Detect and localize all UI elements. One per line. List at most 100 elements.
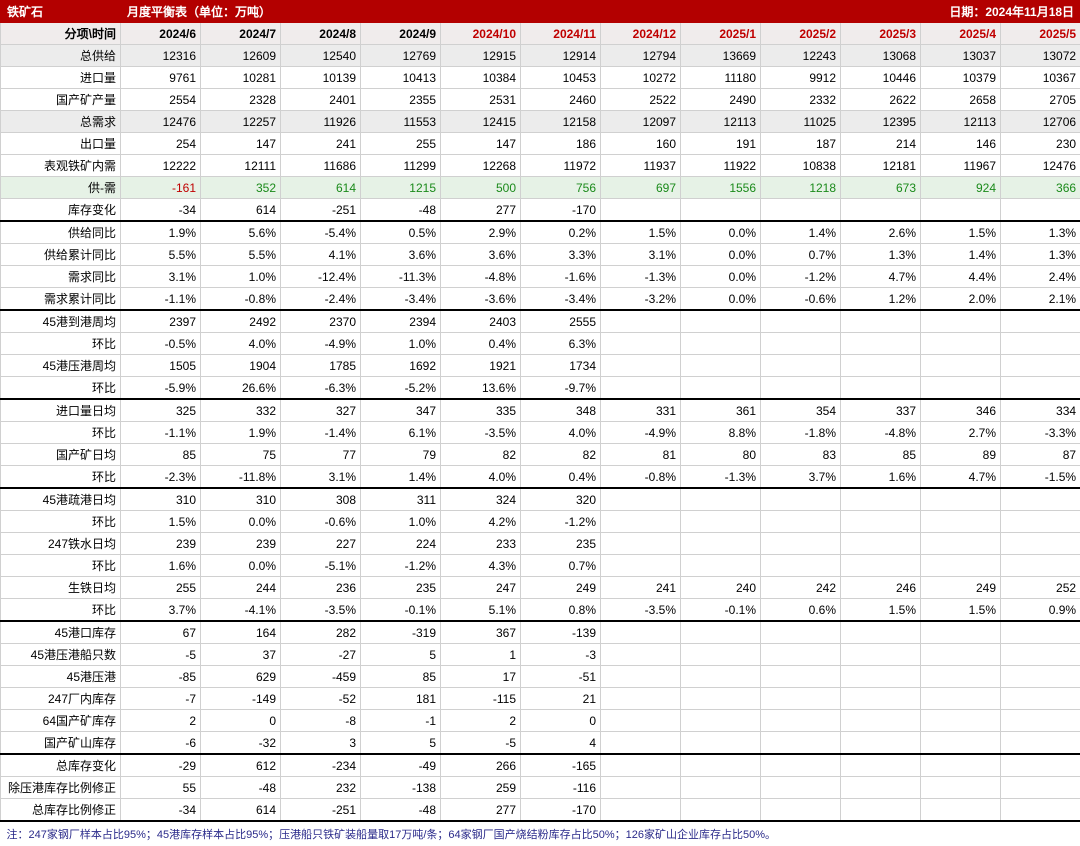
row-label: 45港口库存 (1, 621, 121, 644)
cell (601, 644, 681, 666)
cell (921, 555, 1001, 577)
cell: -5 (441, 732, 521, 755)
cell: 2 (441, 710, 521, 732)
cell: 2.0% (921, 288, 1001, 311)
cell: 2403 (441, 310, 521, 333)
cell: 11553 (361, 111, 441, 133)
cell: 310 (201, 488, 281, 511)
cell: 244 (201, 577, 281, 599)
cell: 1.3% (1001, 244, 1080, 266)
cell: 1.5% (121, 511, 201, 533)
cell: -29 (121, 754, 201, 777)
cell: 2397 (121, 310, 201, 333)
cell (841, 310, 921, 333)
cell: 324 (441, 488, 521, 511)
cell: 254 (121, 133, 201, 155)
row-label: 库存变化 (1, 199, 121, 222)
row-label: 45港压港船只数 (1, 644, 121, 666)
column-header: 2024/7 (201, 23, 281, 45)
cell: 11937 (601, 155, 681, 177)
cell: -8 (281, 710, 361, 732)
cell: 3.6% (441, 244, 521, 266)
cell: 239 (201, 533, 281, 555)
cell: 1.4% (921, 244, 1001, 266)
cell: 1505 (121, 355, 201, 377)
cell: 1921 (441, 355, 521, 377)
cell: 13072 (1001, 45, 1080, 67)
cell (601, 666, 681, 688)
cell (681, 377, 761, 400)
cell: 2.9% (441, 221, 521, 244)
cell: 308 (281, 488, 361, 511)
cell (681, 799, 761, 822)
cell (841, 710, 921, 732)
cell: 12915 (441, 45, 521, 67)
cell: -27 (281, 644, 361, 666)
cell (601, 377, 681, 400)
cell: 2460 (521, 89, 601, 111)
cell: 12540 (281, 45, 361, 67)
cell: 0.7% (761, 244, 841, 266)
cell: 242 (761, 577, 841, 599)
cell (1001, 355, 1080, 377)
cell (921, 488, 1001, 511)
cell: 147 (441, 133, 521, 155)
cell: 282 (281, 621, 361, 644)
cell: 320 (521, 488, 601, 511)
cell (681, 533, 761, 555)
cell: 2490 (681, 89, 761, 111)
product-name: 铁矿石 (1, 1, 121, 23)
row-label: 供给累计同比 (1, 244, 121, 266)
row-label: 国产矿日均 (1, 444, 121, 466)
cell: -4.1% (201, 599, 281, 622)
cell: 79 (361, 444, 441, 466)
cell: -34 (121, 799, 201, 822)
cell: -1.2% (521, 511, 601, 533)
row-label: 总供给 (1, 45, 121, 67)
cell: 2492 (201, 310, 281, 333)
cell (1001, 333, 1080, 355)
cell: 5.1% (441, 599, 521, 622)
cell (761, 533, 841, 555)
cell: 2355 (361, 89, 441, 111)
cell: 4.1% (281, 244, 361, 266)
cell: -0.8% (601, 466, 681, 489)
row-label: 45港压港 (1, 666, 121, 688)
cell: 1556 (681, 177, 761, 199)
row-label: 国产矿产量 (1, 89, 121, 111)
cell (681, 688, 761, 710)
cell: 252 (1001, 577, 1080, 599)
cell: -251 (281, 799, 361, 822)
cell: 85 (121, 444, 201, 466)
cell: 181 (361, 688, 441, 710)
cell (1001, 199, 1080, 222)
cell: 0.5% (361, 221, 441, 244)
cell: 11972 (521, 155, 601, 177)
row-label: 247铁水日均 (1, 533, 121, 555)
cell: 1.3% (1001, 221, 1080, 244)
cell: 310 (121, 488, 201, 511)
cell (921, 621, 1001, 644)
cell: 366 (1001, 177, 1080, 199)
cell (681, 488, 761, 511)
cell (681, 644, 761, 666)
cell (1001, 732, 1080, 755)
row-label: 表观铁矿内需 (1, 155, 121, 177)
cell: 4 (521, 732, 601, 755)
cell: 1.0% (201, 266, 281, 288)
cell: 12769 (361, 45, 441, 67)
cell: 241 (281, 133, 361, 155)
cell: 6.3% (521, 333, 601, 355)
cell (921, 355, 1001, 377)
cell: 361 (681, 399, 761, 422)
cell: -459 (281, 666, 361, 688)
row-label: 供给同比 (1, 221, 121, 244)
cell: 8.8% (681, 422, 761, 444)
report-date: 日期：2024年11月18日 (681, 1, 1080, 23)
row-label: 环比 (1, 333, 121, 355)
row-label: 总库存变化 (1, 754, 121, 777)
cell: 10446 (841, 67, 921, 89)
cell: 77 (281, 444, 361, 466)
cell: 11180 (681, 67, 761, 89)
cell: 11922 (681, 155, 761, 177)
